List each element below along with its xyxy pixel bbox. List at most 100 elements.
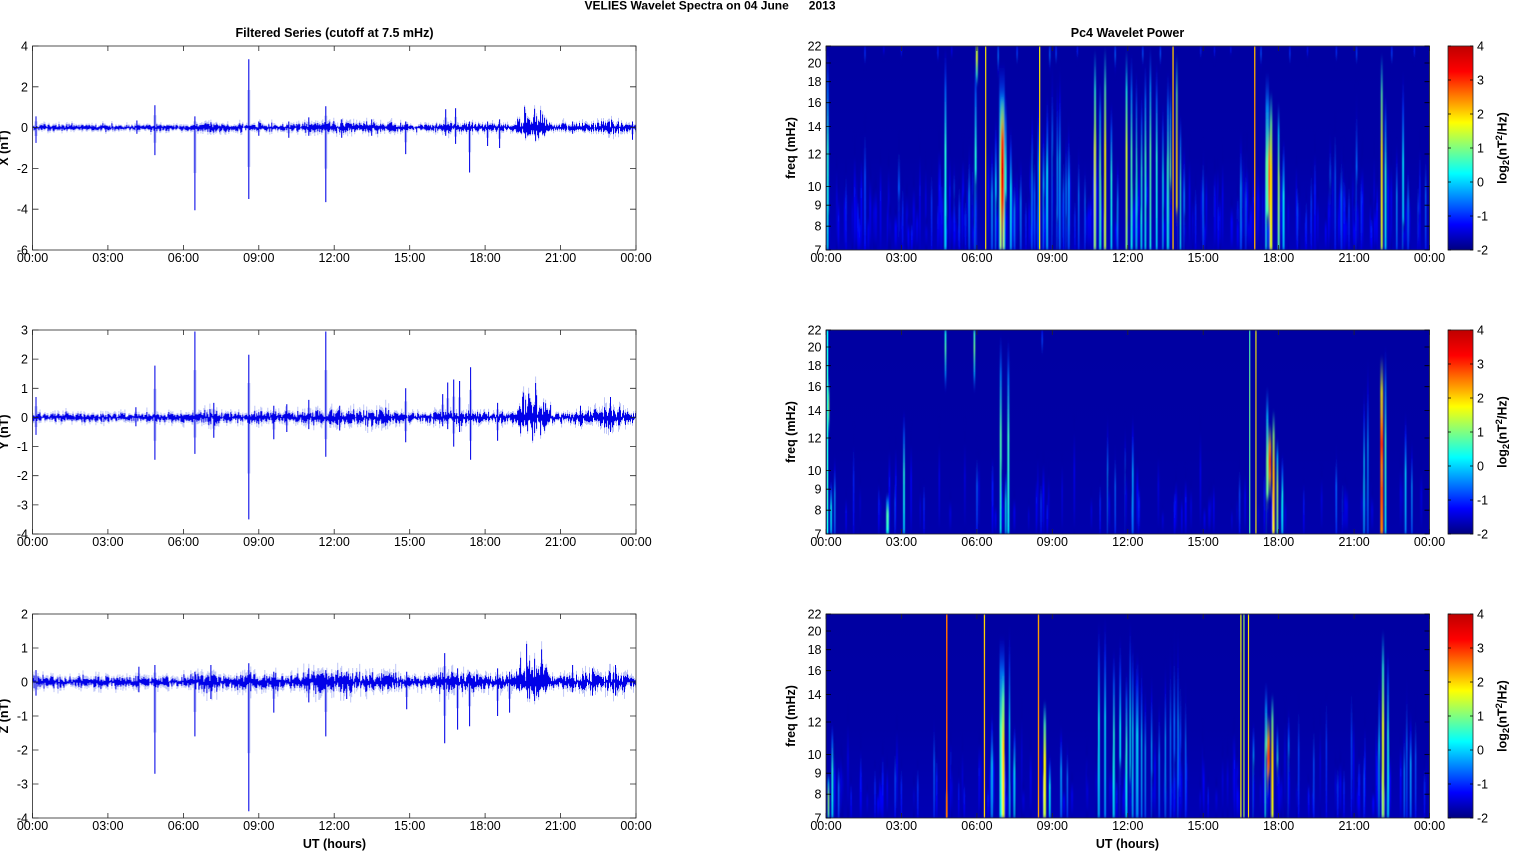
svg-text:18:00: 18:00 [1263,819,1294,833]
svg-text:freq (mHz): freq (mHz) [784,401,798,463]
svg-text:15:00: 15:00 [1188,819,1219,833]
svg-text:18:00: 18:00 [469,819,500,833]
svg-text:06:00: 06:00 [961,819,992,833]
svg-text:00:00: 00:00 [17,251,48,265]
svg-text:06:00: 06:00 [168,819,199,833]
svg-text:06:00: 06:00 [961,251,992,265]
svg-text:10: 10 [808,180,822,194]
svg-text:09:00: 09:00 [1037,819,1068,833]
svg-text:21:00: 21:00 [545,535,576,549]
svg-text:-6: -6 [17,244,28,258]
svg-text:00:00: 00:00 [620,819,651,833]
svg-text:20: 20 [808,625,822,639]
svg-text:2: 2 [21,80,28,94]
svg-text:1: 1 [1477,142,1484,156]
svg-text:22: 22 [808,324,822,338]
svg-text:03:00: 03:00 [886,251,917,265]
svg-text:15:00: 15:00 [394,251,425,265]
svg-text:0: 0 [1477,176,1484,190]
svg-text:Z (nT): Z (nT) [0,699,11,734]
svg-text:7: 7 [815,244,822,258]
svg-text:VELIES Wavelet Spectra on 04 J: VELIES Wavelet Spectra on 04 June 2013 [585,0,836,13]
svg-text:15:00: 15:00 [1188,535,1219,549]
svg-text:12: 12 [808,432,822,446]
svg-text:09:00: 09:00 [243,535,274,549]
svg-text:3: 3 [21,324,28,338]
svg-text:-2: -2 [1477,812,1488,826]
svg-text:2: 2 [21,608,28,622]
svg-text:18: 18 [808,359,822,373]
svg-text:-1: -1 [17,440,28,454]
svg-text:16: 16 [808,380,822,394]
svg-text:-2: -2 [1477,244,1488,258]
svg-text:06:00: 06:00 [168,535,199,549]
svg-text:4: 4 [1477,324,1484,338]
svg-text:00:00: 00:00 [17,819,48,833]
svg-text:-2: -2 [17,162,28,176]
svg-text:22: 22 [808,40,822,54]
svg-text:14: 14 [808,688,822,702]
svg-text:00:00: 00:00 [620,251,651,265]
svg-text:2: 2 [1477,676,1484,690]
svg-text:-2: -2 [17,744,28,758]
svg-text:1: 1 [21,382,28,396]
svg-text:Filtered Series (cutoff at 7.5: Filtered Series (cutoff at 7.5 mHz) [236,26,434,40]
svg-text:4: 4 [1477,40,1484,54]
svg-text:16: 16 [808,96,822,110]
svg-text:18:00: 18:00 [469,251,500,265]
svg-text:06:00: 06:00 [168,251,199,265]
svg-text:1: 1 [1477,426,1484,440]
svg-text:00:00: 00:00 [1414,819,1445,833]
svg-text:00:00: 00:00 [810,535,841,549]
svg-text:1: 1 [1477,710,1484,724]
svg-text:UT (hours): UT (hours) [303,837,366,851]
svg-text:freq (mHz): freq (mHz) [784,685,798,747]
svg-text:0: 0 [21,411,28,425]
svg-text:21:00: 21:00 [1338,819,1369,833]
svg-text:-1: -1 [17,710,28,724]
svg-text:00:00: 00:00 [810,251,841,265]
svg-text:09:00: 09:00 [243,819,274,833]
svg-text:15:00: 15:00 [1188,251,1219,265]
svg-text:9: 9 [815,767,822,781]
svg-text:8: 8 [815,788,822,802]
svg-text:12:00: 12:00 [319,251,350,265]
svg-text:15:00: 15:00 [394,819,425,833]
svg-text:12: 12 [808,716,822,730]
svg-text:-4: -4 [17,812,28,826]
svg-text:12:00: 12:00 [1112,819,1143,833]
svg-text:00:00: 00:00 [1414,535,1445,549]
svg-text:00:00: 00:00 [17,535,48,549]
svg-text:-4: -4 [17,203,28,217]
svg-text:0: 0 [1477,744,1484,758]
svg-text:X (nT): X (nT) [0,130,11,165]
svg-text:09:00: 09:00 [1037,535,1068,549]
svg-text:4: 4 [1477,608,1484,622]
svg-text:12:00: 12:00 [1112,535,1143,549]
svg-text:1: 1 [21,642,28,656]
svg-text:12:00: 12:00 [319,535,350,549]
svg-text:3: 3 [1477,642,1484,656]
svg-text:-3: -3 [17,778,28,792]
svg-text:2: 2 [1477,392,1484,406]
svg-text:14: 14 [808,120,822,134]
svg-text:12:00: 12:00 [1112,251,1143,265]
svg-text:2: 2 [21,353,28,367]
svg-text:21:00: 21:00 [545,819,576,833]
svg-text:22: 22 [808,608,822,622]
svg-text:Pc4 Wavelet Power: Pc4 Wavelet Power [1071,26,1185,40]
svg-text:18:00: 18:00 [469,535,500,549]
svg-text:9: 9 [815,483,822,497]
svg-text:18: 18 [808,75,822,89]
svg-text:log2(nT2/Hz): log2(nT2/Hz) [1494,112,1512,184]
svg-text:log2(nT2/Hz): log2(nT2/Hz) [1494,396,1512,468]
svg-text:03:00: 03:00 [92,251,123,265]
svg-text:20: 20 [808,57,822,71]
svg-text:3: 3 [1477,358,1484,372]
svg-text:freq (mHz): freq (mHz) [784,117,798,179]
svg-text:09:00: 09:00 [243,251,274,265]
svg-text:18:00: 18:00 [1263,251,1294,265]
svg-text:21:00: 21:00 [1338,535,1369,549]
svg-text:4: 4 [21,40,28,54]
svg-text:14: 14 [808,404,822,418]
